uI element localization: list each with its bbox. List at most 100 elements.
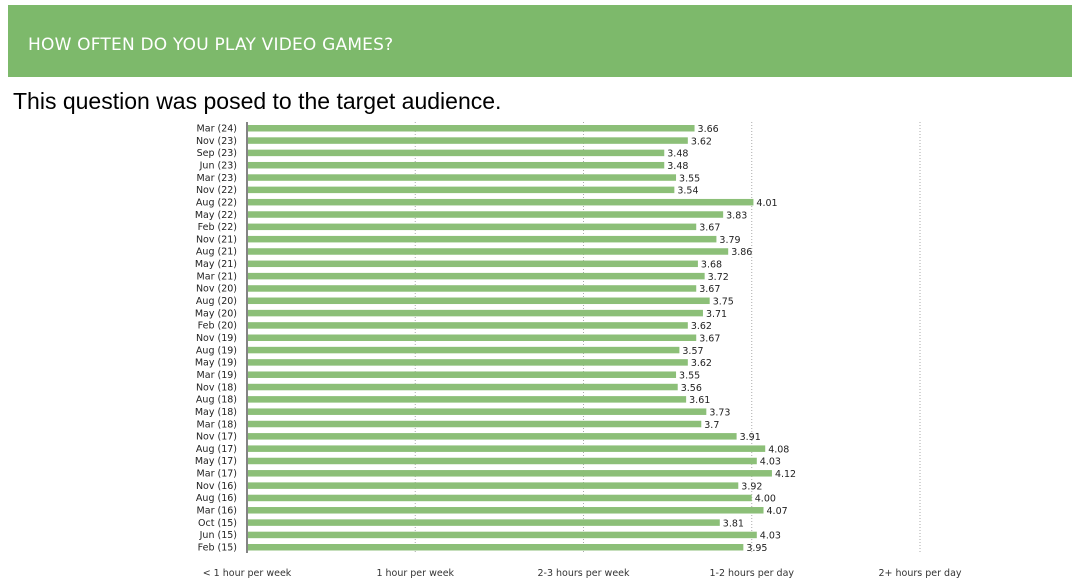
bar — [248, 223, 697, 231]
bar — [248, 322, 688, 329]
y-tick-label: Feb (22) — [198, 222, 237, 233]
bar — [248, 346, 680, 354]
bar — [248, 248, 729, 255]
bar — [248, 334, 697, 341]
y-tick-label: May (22) — [195, 210, 237, 221]
data-label: 3.72 — [708, 272, 729, 283]
y-tick-label: Mar (19) — [197, 370, 237, 381]
y-tick-label: Oct (15) — [198, 518, 237, 529]
bar — [248, 383, 678, 391]
bar — [248, 420, 702, 428]
y-tick-label: Feb (15) — [198, 543, 237, 554]
y-tick-label: Feb (20) — [198, 321, 237, 332]
data-label: 3.48 — [667, 161, 688, 172]
bar — [248, 235, 717, 243]
bar — [248, 519, 720, 526]
y-tick-label: May (19) — [195, 358, 237, 369]
bar — [248, 125, 695, 132]
data-label: 4.08 — [768, 444, 789, 455]
bar — [248, 272, 705, 280]
data-label: 3.91 — [740, 432, 761, 443]
data-label: 3.79 — [719, 235, 740, 246]
data-label: 4.01 — [756, 198, 777, 209]
y-tick-label: May (18) — [195, 407, 237, 418]
bar — [248, 174, 677, 181]
bar — [248, 211, 724, 218]
bar — [248, 482, 739, 489]
bar — [248, 457, 757, 465]
header-banner: HOW OFTEN DO YOU PLAY VIDEO GAMES? — [8, 5, 1072, 77]
data-label: 3.62 — [691, 358, 712, 369]
x-tick-label: 2+ hours per day — [878, 568, 961, 579]
data-label: 3.48 — [667, 149, 688, 160]
y-tick-label: Jun (15) — [199, 530, 237, 541]
y-tick-label: Nov (16) — [196, 481, 237, 492]
y-tick-label: Nov (17) — [196, 432, 237, 443]
data-label: 4.12 — [775, 469, 796, 480]
data-label: 3.83 — [726, 210, 747, 221]
data-label: 3.67 — [699, 223, 720, 234]
bar — [248, 433, 737, 440]
data-label: 3.67 — [699, 334, 720, 345]
bar — [248, 507, 764, 514]
subtitle: This question was posed to the target au… — [13, 88, 502, 114]
y-tick-label: Aug (18) — [196, 395, 237, 406]
bar — [248, 297, 710, 305]
y-tick-label: Nov (19) — [196, 333, 237, 344]
y-tick-label: May (20) — [195, 308, 237, 319]
data-label: 3.68 — [701, 260, 722, 271]
data-label: 3.57 — [682, 346, 703, 357]
y-tick-label: Mar (23) — [197, 173, 237, 184]
y-tick-label: Nov (22) — [196, 185, 237, 196]
data-label: 3.95 — [746, 543, 767, 554]
data-label: 3.61 — [689, 395, 710, 406]
data-label: 4.00 — [755, 494, 776, 505]
x-tick-label: 2-3 hours per week — [537, 568, 630, 579]
data-label: 3.66 — [698, 124, 719, 135]
y-tick-label: Aug (19) — [196, 345, 237, 356]
header-title: HOW OFTEN DO YOU PLAY VIDEO GAMES? — [28, 35, 394, 55]
data-label: 3.92 — [741, 481, 762, 492]
data-label: 3.55 — [679, 370, 700, 381]
bar — [248, 359, 688, 366]
data-label: 4.03 — [760, 531, 781, 542]
bar — [248, 198, 754, 206]
y-tick-label: Mar (24) — [197, 124, 237, 135]
y-tick-label: Nov (21) — [196, 234, 237, 245]
x-tick-label: 1 hour per week — [376, 568, 454, 579]
y-tick-label: Jun (23) — [199, 160, 237, 171]
y-tick-label: Nov (18) — [196, 382, 237, 393]
y-tick-label: Mar (21) — [197, 271, 237, 282]
y-tick-label: May (21) — [195, 259, 237, 270]
data-label: 3.67 — [699, 284, 720, 295]
data-label: 3.56 — [681, 383, 702, 394]
y-tick-label: Sep (23) — [197, 148, 237, 159]
data-label: 3.73 — [709, 407, 730, 418]
bar — [248, 186, 675, 194]
y-tick-label: May (17) — [195, 456, 237, 467]
data-label: 3.62 — [691, 136, 712, 147]
x-tick-label: 1-2 hours per day — [709, 568, 794, 579]
bar — [248, 161, 665, 169]
data-label: 3.86 — [731, 247, 752, 258]
y-tick-label: Mar (17) — [197, 469, 237, 480]
bar — [248, 285, 697, 292]
y-tick-label: Aug (16) — [196, 493, 237, 504]
bar — [248, 149, 665, 157]
data-label: 3.75 — [713, 297, 734, 308]
bar — [248, 445, 766, 452]
bar — [248, 309, 703, 317]
data-label: 3.71 — [706, 309, 727, 320]
x-tick-label: < 1 hour per week — [203, 568, 292, 579]
bar — [248, 544, 744, 551]
y-tick-label: Mar (18) — [197, 419, 237, 430]
bar — [248, 371, 677, 378]
y-tick-label: Aug (21) — [196, 247, 237, 258]
bar — [248, 408, 707, 415]
y-tick-label: Aug (20) — [196, 296, 237, 307]
data-label: 4.03 — [760, 457, 781, 468]
bar — [248, 137, 688, 144]
bar — [248, 470, 772, 477]
bar — [248, 396, 687, 403]
